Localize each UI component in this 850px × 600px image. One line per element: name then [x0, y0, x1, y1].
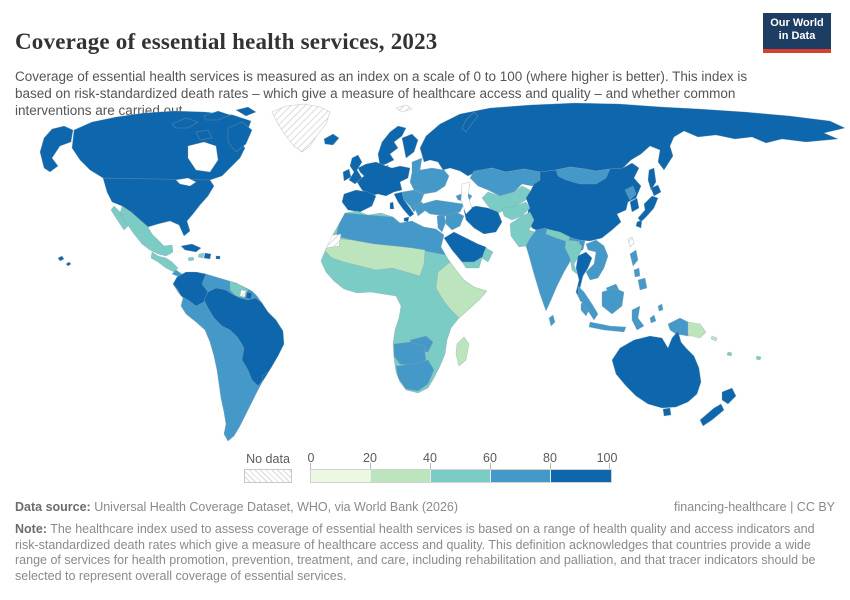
country-south-africa[interactable]	[395, 359, 435, 392]
country-colombia[interactable]	[173, 272, 209, 307]
region-indochina[interactable]	[585, 239, 609, 281]
country-western-sahara[interactable]	[325, 233, 342, 249]
country-svalbard[interactable]	[395, 104, 413, 113]
region-central-asia[interactable]	[481, 185, 531, 215]
legend-bin-20-40[interactable]	[371, 470, 431, 482]
territory-french-guiana[interactable]	[245, 291, 253, 300]
legend-tickmark	[609, 463, 610, 469]
region-scandinavia[interactable]	[377, 125, 407, 167]
legend-tick-0: 0	[307, 451, 315, 465]
country-sri-lanka[interactable]	[548, 314, 556, 327]
owid-logo[interactable]: Our World in Data	[763, 13, 831, 53]
island-sakhalin[interactable]	[647, 167, 657, 191]
country-japan[interactable]	[635, 184, 662, 229]
legend-tick-40: 40	[423, 451, 437, 465]
region-iberia[interactable]	[341, 189, 377, 213]
country-haiti[interactable]	[197, 252, 205, 259]
legend-tickmark	[370, 463, 371, 469]
owid-logo-line2: in Data	[778, 30, 816, 42]
country-philippines[interactable]	[629, 249, 648, 291]
region-sahel[interactable]	[324, 237, 426, 277]
data-source-label: Data source:	[15, 500, 91, 514]
country-mongolia[interactable]	[555, 166, 611, 185]
country-papua-new-guinea[interactable]	[687, 321, 707, 339]
country-kazakhstan[interactable]	[469, 167, 541, 197]
chart-subtitle: Coverage of essential health services is…	[15, 68, 748, 118]
legend-tick-60: 60	[483, 451, 497, 465]
attribution[interactable]: financing-healthcare | CC BY	[674, 500, 835, 514]
country-saudi-arabia[interactable]	[443, 231, 487, 263]
caspian-sea	[460, 181, 473, 215]
legend-tickmark	[430, 463, 431, 469]
country-afghanistan[interactable]	[501, 201, 531, 221]
region-pacific-islands[interactable]	[726, 351, 762, 361]
country-ireland[interactable]	[342, 168, 352, 182]
country-suriname[interactable]	[239, 289, 247, 298]
legend-bin-80-100[interactable]	[551, 470, 611, 482]
country-madagascar[interactable]	[455, 336, 470, 367]
footer-source-row: Data source: Universal Health Coverage D…	[15, 500, 835, 514]
country-mexico[interactable]	[110, 205, 174, 257]
country-jamaica[interactable]	[187, 256, 195, 262]
legend-tick-20: 20	[363, 451, 377, 465]
region-arctic-islands[interactable]	[171, 106, 257, 153]
country-south-korea[interactable]	[629, 197, 640, 213]
country-solomon-islands[interactable]	[710, 335, 718, 342]
legend-tickmark	[550, 463, 551, 469]
region-levant[interactable]	[436, 213, 447, 233]
country-united-states[interactable]	[102, 177, 215, 237]
note-text: The healthcare index used to assess cove…	[15, 522, 816, 583]
legend-bin-0-20[interactable]	[311, 470, 371, 482]
country-iceland[interactable]	[323, 133, 340, 146]
hudson-bay	[187, 141, 219, 173]
country-finland[interactable]	[401, 133, 419, 159]
legend-tick-100: 100	[596, 451, 618, 465]
data-source-text: Universal Health Coverage Dataset, WHO, …	[90, 500, 459, 514]
legend-color-scale	[310, 469, 612, 483]
islands-hawaii[interactable]	[57, 255, 72, 267]
legend-tick-80: 80	[543, 451, 557, 465]
country-oman[interactable]	[481, 247, 494, 263]
country-iraq[interactable]	[445, 211, 465, 231]
legend-bin-60-80[interactable]	[491, 470, 551, 482]
note-label: Note:	[15, 522, 47, 536]
legend-no-data-swatch[interactable]	[244, 469, 292, 483]
country-indonesia[interactable]	[577, 285, 689, 337]
footer-note: Note: The healthcare index used to asses…	[15, 522, 833, 584]
region-western-europe[interactable]	[356, 161, 411, 197]
legend-no-data-label: No data	[246, 452, 290, 466]
country-turkey[interactable]	[421, 199, 465, 217]
country-north-korea[interactable]	[624, 185, 637, 201]
legend-tickmark	[310, 463, 311, 469]
owid-logo-line1: Our World	[770, 17, 824, 29]
region-horn-of-africa[interactable]	[435, 261, 487, 319]
country-cuba[interactable]	[180, 243, 202, 253]
legend-bin-40-60[interactable]	[431, 470, 491, 482]
country-australia[interactable]	[611, 330, 702, 417]
region-eastern-europe[interactable]	[409, 157, 450, 195]
country-canada[interactable]	[71, 110, 252, 182]
country-myanmar[interactable]	[564, 239, 583, 275]
legend-tickmark	[490, 463, 491, 469]
country-yemen[interactable]	[461, 257, 483, 269]
great-lakes	[175, 177, 197, 187]
country-brazil[interactable]	[203, 287, 284, 387]
country-dominican-republic[interactable]	[203, 252, 212, 260]
island-novaya-zemlya[interactable]	[461, 111, 479, 133]
country-greenland[interactable]	[271, 103, 331, 153]
country-new-zealand[interactable]	[699, 387, 737, 427]
country-taiwan[interactable]	[627, 236, 635, 248]
state-alaska[interactable]	[39, 125, 74, 173]
country-iran[interactable]	[463, 205, 503, 235]
chart-title: Coverage of essential health services, 2…	[15, 29, 438, 55]
country-puerto-rico[interactable]	[215, 255, 221, 260]
region-balkans[interactable]	[401, 189, 427, 217]
